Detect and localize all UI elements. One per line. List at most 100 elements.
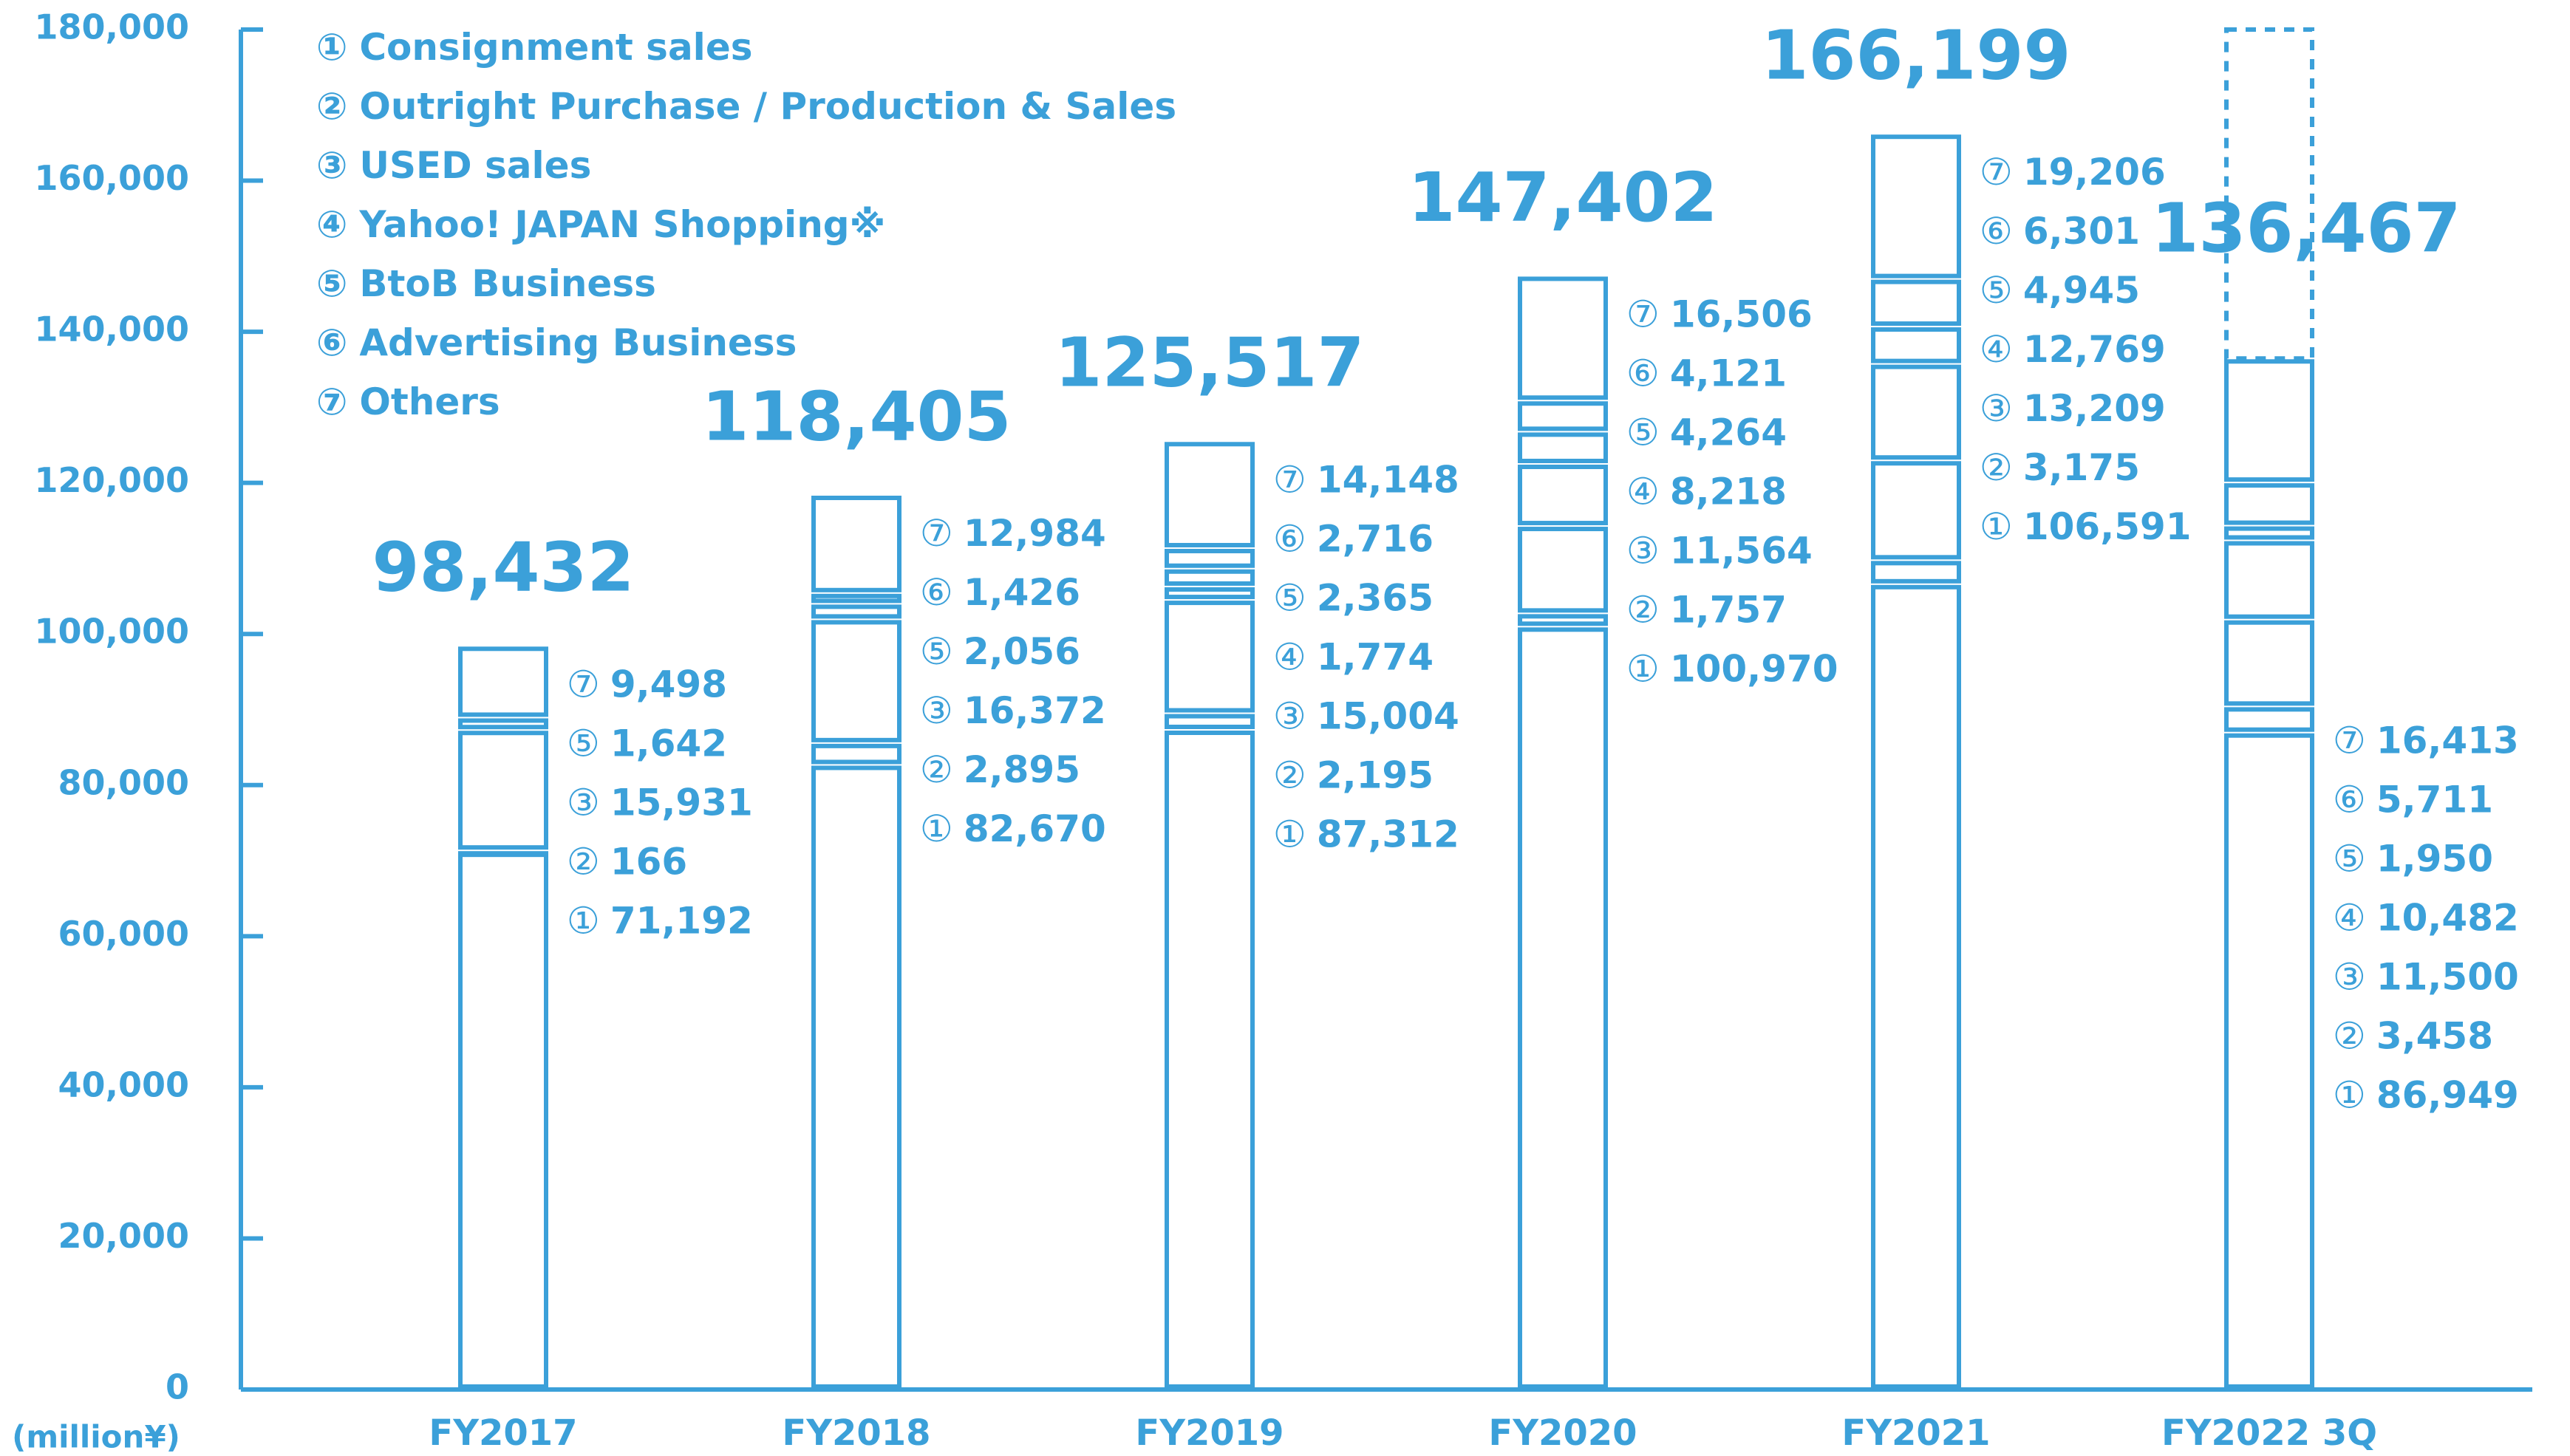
bar-segment [1165, 730, 1255, 1389]
data-label-marker: ⑥ [920, 571, 953, 614]
bar-segment [2224, 483, 2314, 525]
data-label-marker: ① [920, 807, 953, 850]
legend-marker: ⑥ [316, 321, 347, 364]
bar-segment [2224, 707, 2314, 732]
data-label-value: 2,895 [964, 748, 1080, 791]
data-label-value: 11,500 [2376, 955, 2519, 998]
y-tick-label: 20,000 [58, 1216, 189, 1256]
data-label: ⑥ 5,711 [2333, 778, 2493, 821]
data-label-marker: ① [1980, 505, 2013, 548]
data-label-marker: ⑦ [920, 512, 953, 555]
data-label-value: 5,711 [2376, 778, 2493, 821]
bar-segment [1518, 465, 1608, 526]
y-tick-label: 80,000 [58, 762, 189, 802]
bar-segment [1165, 442, 1255, 547]
bar-segment [1518, 401, 1608, 431]
legend-text: Yahoo! JAPAN Shopping※ [358, 203, 885, 246]
data-label-value: 12,769 [2023, 328, 2166, 371]
data-label: ② 3,175 [1980, 446, 2140, 489]
data-label: ① 106,591 [1980, 505, 2192, 548]
legend-marker: ② [316, 85, 347, 128]
bar-segment [458, 852, 548, 1389]
data-label: ⑤ 2,365 [1273, 576, 1434, 619]
bar-segment [1871, 327, 1961, 363]
data-label-value: 10,482 [2376, 896, 2519, 939]
data-label-marker: ⑥ [2333, 778, 2366, 821]
data-label-marker: ④ [2333, 896, 2366, 939]
data-label-marker: ① [567, 899, 600, 942]
legend-entry: ⑤ BtoB Business [316, 262, 656, 305]
y-tick-label: 0 [166, 1367, 189, 1407]
x-tick-label: FY2022 3Q [2161, 1412, 2377, 1454]
legend-entry: ① Consignment sales [316, 26, 753, 69]
data-label-marker: ② [920, 748, 953, 791]
data-label-marker: ③ [2333, 955, 2366, 998]
data-label-marker: ② [1980, 446, 2013, 489]
data-label: ⑦ 16,413 [2333, 719, 2519, 762]
data-label: ⑤ 1,642 [567, 722, 727, 765]
legend-entry: ④ Yahoo! JAPAN Shopping※ [316, 203, 885, 246]
data-label-marker: ④ [1626, 470, 1660, 513]
data-label: ④ 12,769 [1980, 328, 2166, 371]
data-label-marker: ⑤ [1626, 411, 1660, 454]
data-label: ① 100,970 [1626, 647, 1838, 690]
data-label-value: 16,372 [964, 689, 1106, 732]
data-label-marker: ③ [1980, 387, 2013, 430]
bar-segment [811, 593, 901, 604]
data-label-marker: ⑤ [2333, 837, 2366, 880]
data-label: ⑤ 4,945 [1980, 269, 2140, 312]
data-label-marker: ① [1273, 813, 1306, 855]
bar-segment [458, 646, 548, 717]
data-label-marker: ⑦ [1980, 151, 2013, 194]
data-label-value: 166 [610, 840, 687, 883]
data-label: ⑤ 2,056 [920, 630, 1080, 673]
data-label-value: 71,192 [610, 899, 753, 942]
data-label-value: 4,945 [2023, 269, 2140, 312]
legend-text: Advertising Business [359, 321, 797, 364]
bar-segment [1165, 548, 1255, 568]
data-label-value: 2,716 [1317, 517, 1434, 560]
data-label-marker: ③ [1626, 529, 1660, 572]
total-label: 118,405 [701, 377, 1011, 456]
bar-segment [1165, 569, 1255, 586]
data-label-value: 1,950 [2376, 837, 2493, 880]
data-label: ② 3,458 [2333, 1014, 2493, 1057]
x-tick-label: FY2021 [1841, 1412, 1990, 1454]
data-label-value: 16,413 [2376, 719, 2519, 762]
data-label-marker: ② [1626, 588, 1660, 631]
data-label-value: 15,004 [1317, 694, 1459, 737]
data-label-marker: ② [567, 840, 600, 883]
data-label: ④ 8,218 [1626, 470, 1787, 513]
data-label-value: 1,642 [610, 722, 727, 765]
legend-marker: ④ [316, 203, 347, 246]
data-label-marker: ⑦ [2333, 719, 2366, 762]
data-label: ⑦ 9,498 [567, 663, 727, 705]
y-tick-label: 160,000 [34, 158, 189, 198]
data-label: ⑦ 12,984 [920, 512, 1106, 555]
data-label-value: 6,301 [2023, 210, 2140, 253]
data-label-marker: ⑥ [1626, 352, 1660, 394]
data-label: ⑦ 19,206 [1980, 151, 2166, 194]
data-label-value: 15,931 [610, 781, 753, 824]
data-label-value: 11,564 [1670, 529, 1813, 572]
bar-segment [1871, 279, 1961, 327]
data-label-value: 3,458 [2376, 1014, 2493, 1057]
legend-marker: ⑦ [316, 380, 347, 423]
data-label-marker: ① [1626, 647, 1660, 690]
data-label: ③ 11,500 [2333, 955, 2519, 998]
y-tick-label: 120,000 [34, 460, 189, 500]
data-label: ⑤ 4,264 [1626, 411, 1787, 454]
bar-segment [1165, 714, 1255, 729]
data-label: ② 166 [567, 840, 687, 883]
total-label: 125,517 [1054, 324, 1364, 403]
data-label-marker: ⑤ [920, 630, 953, 673]
data-label-value: 2,365 [1317, 576, 1434, 619]
x-tick-label: FY2019 [1135, 1412, 1284, 1454]
bar-segment [1518, 276, 1608, 400]
legend-text: USED sales [359, 144, 591, 187]
bar-segment [2224, 620, 2314, 706]
bar-segment [1518, 627, 1608, 1389]
data-label: ⑥ 2,716 [1273, 517, 1434, 560]
bar-segment [1871, 134, 1961, 278]
data-label-value: 12,984 [964, 512, 1106, 555]
